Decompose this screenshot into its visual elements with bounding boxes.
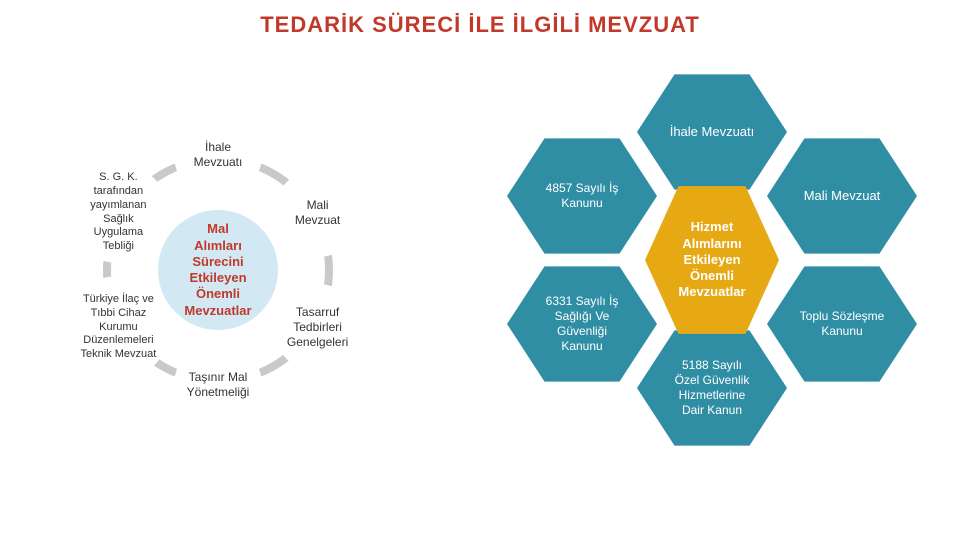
right-hex-5188: 5188 SayılıÖzel GüvenlikHizmetlerineDair…: [637, 328, 787, 448]
left-node-titck: Türkiye İlaç veTıbbi CihazKurumuDüzenlem…: [66, 276, 170, 380]
left-node-label: Türkiye İlaç veTıbbi CihazKurumuDüzenlem…: [75, 293, 163, 362]
hex-label: 4857 Sayılı İşKanunu: [540, 181, 625, 211]
left-node-tasinir: Taşınır MalYönetmeliği: [174, 341, 262, 429]
hex-label: 5188 SayılıÖzel GüvenlikHizmetlerineDair…: [669, 358, 756, 418]
left-node-label: TasarrufTedbirleriGenelgeleri: [281, 305, 354, 350]
right-hex-ihale: İhale Mevzuatı: [637, 72, 787, 192]
right-hex-toplu: Toplu SözleşmeKanunu: [767, 264, 917, 384]
left-node-label: İhaleMevzuatı: [188, 140, 249, 170]
left-node-label: S. G. K.tarafındanyayımlananSağlıkUygula…: [84, 171, 152, 254]
right-center-label: HizmetAlımlarınıEtkileyenÖnemliMevzuatla…: [672, 219, 751, 300]
right-hex-mali: Mali Mevzuat: [767, 136, 917, 256]
left-node-mali: MaliMevzuat: [274, 169, 362, 257]
left-center-label: MalAlımlarıSüreciniEtkileyenÖnemliMevzua…: [178, 221, 257, 319]
hex-label: Toplu SözleşmeKanunu: [794, 309, 891, 339]
left-node-sgk: S. G. K.tarafındanyayımlananSağlıkUygula…: [68, 163, 168, 263]
left-node-label: MaliMevzuat: [289, 198, 346, 228]
page-title: TEDARİK SÜRECİ İLE İLGİLİ MEVZUAT: [210, 12, 750, 38]
hex-label: İhale Mevzuatı: [664, 124, 761, 140]
right-center-hex: HizmetAlımlarınıEtkileyenÖnemliMevzuatla…: [645, 183, 779, 337]
hex-label: 6331 Sayılı İşSağlığı VeGüvenliğiKanunu: [540, 294, 625, 354]
left-center-circle: MalAlımlarıSüreciniEtkileyenÖnemliMevzua…: [158, 210, 278, 330]
left-node-tasarruf: TasarrufTedbirleriGenelgeleri: [274, 284, 362, 372]
right-hex-4857: 4857 Sayılı İşKanunu: [507, 136, 657, 256]
hex-label: Mali Mevzuat: [798, 188, 887, 204]
left-node-ihale: İhaleMevzuatı: [174, 111, 262, 199]
left-node-label: Taşınır MalYönetmeliği: [181, 370, 256, 400]
right-hex-6331: 6331 Sayılı İşSağlığı VeGüvenliğiKanunu: [507, 264, 657, 384]
